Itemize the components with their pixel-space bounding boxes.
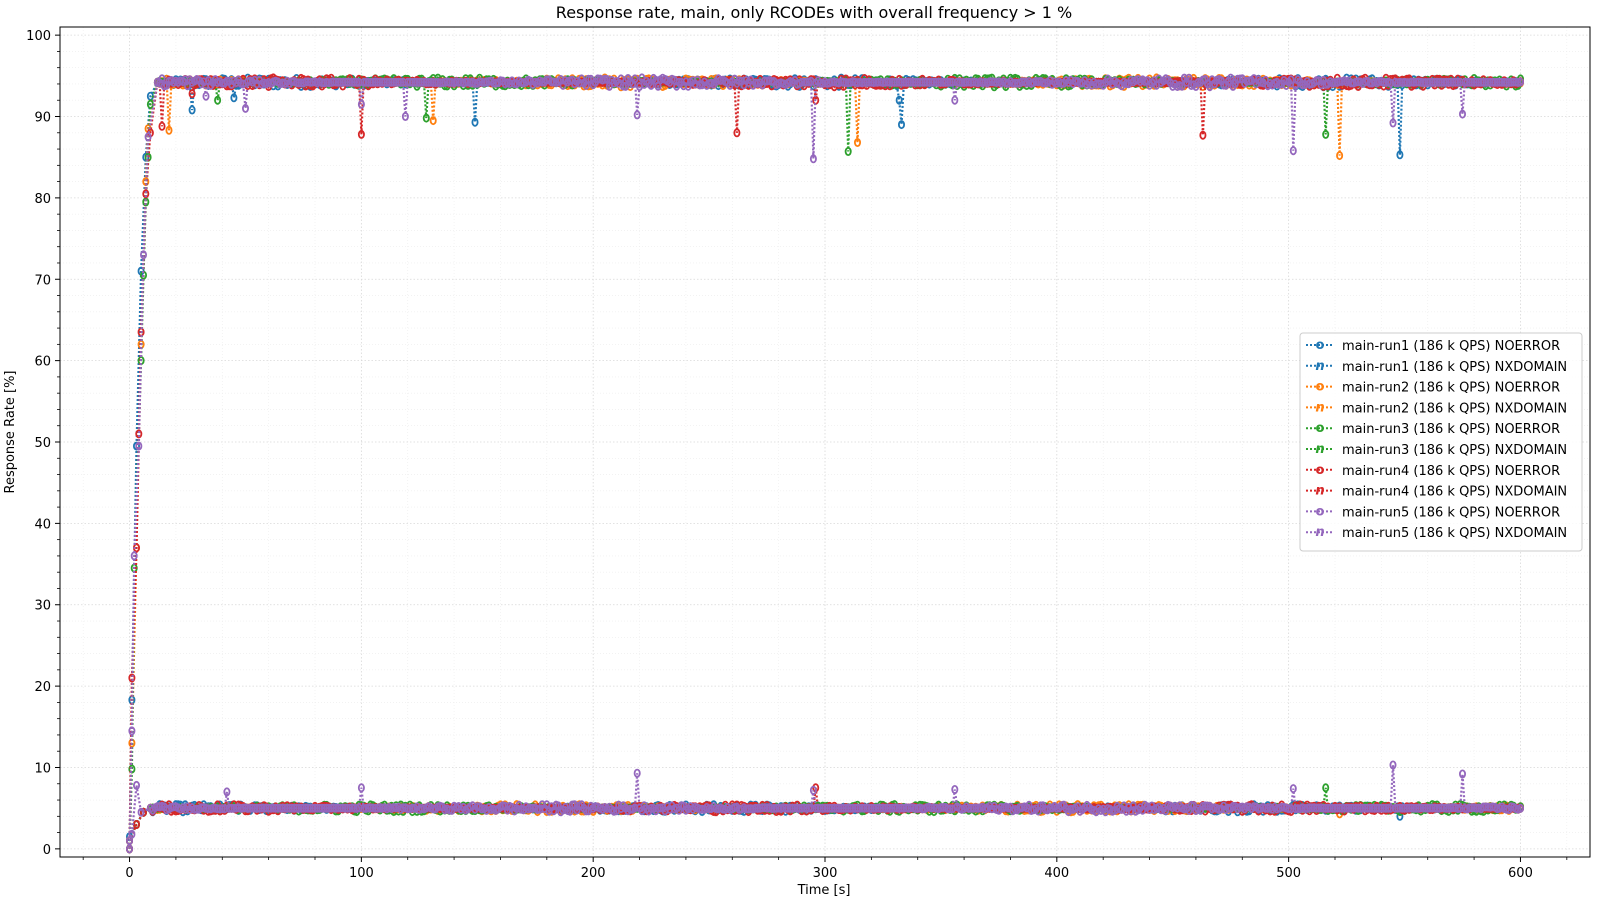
data-point bbox=[1322, 783, 1330, 793]
data-point bbox=[429, 116, 437, 126]
plot-area: 0 100 200 300 400 500 600010203040506070809010… bbox=[26, 26, 1591, 881]
data-point bbox=[135, 429, 143, 439]
data-point bbox=[895, 95, 903, 105]
data-point bbox=[188, 105, 196, 115]
data-point bbox=[130, 551, 138, 561]
data-point bbox=[401, 112, 409, 122]
data-point bbox=[135, 441, 143, 451]
data-point bbox=[241, 103, 249, 113]
data-point bbox=[230, 93, 238, 103]
data-point bbox=[144, 132, 152, 142]
data-point bbox=[126, 844, 134, 854]
data-point bbox=[733, 128, 741, 138]
chart-title: Response rate, main, only RCODEs with ov… bbox=[556, 3, 1072, 22]
data-point bbox=[844, 146, 852, 156]
data-point bbox=[142, 197, 150, 207]
data-point bbox=[1396, 150, 1404, 160]
data-point bbox=[139, 250, 147, 260]
data-point bbox=[1336, 151, 1344, 161]
data-point bbox=[854, 137, 862, 147]
data-point bbox=[158, 121, 166, 131]
data-point bbox=[422, 113, 430, 123]
data-point bbox=[128, 726, 136, 736]
series-group bbox=[126, 73, 1525, 854]
data-point bbox=[202, 91, 210, 101]
data-point bbox=[214, 95, 222, 105]
data-point bbox=[128, 673, 136, 683]
data-point bbox=[165, 125, 173, 135]
data-point bbox=[188, 89, 196, 99]
data-point bbox=[1322, 129, 1330, 139]
series-markers bbox=[126, 73, 1525, 854]
data-point bbox=[142, 177, 150, 187]
data-point bbox=[471, 117, 479, 127]
data-point bbox=[357, 99, 365, 109]
data-point bbox=[357, 129, 365, 139]
data-point bbox=[1199, 130, 1207, 140]
data-point bbox=[142, 189, 150, 199]
data-point bbox=[898, 120, 906, 130]
